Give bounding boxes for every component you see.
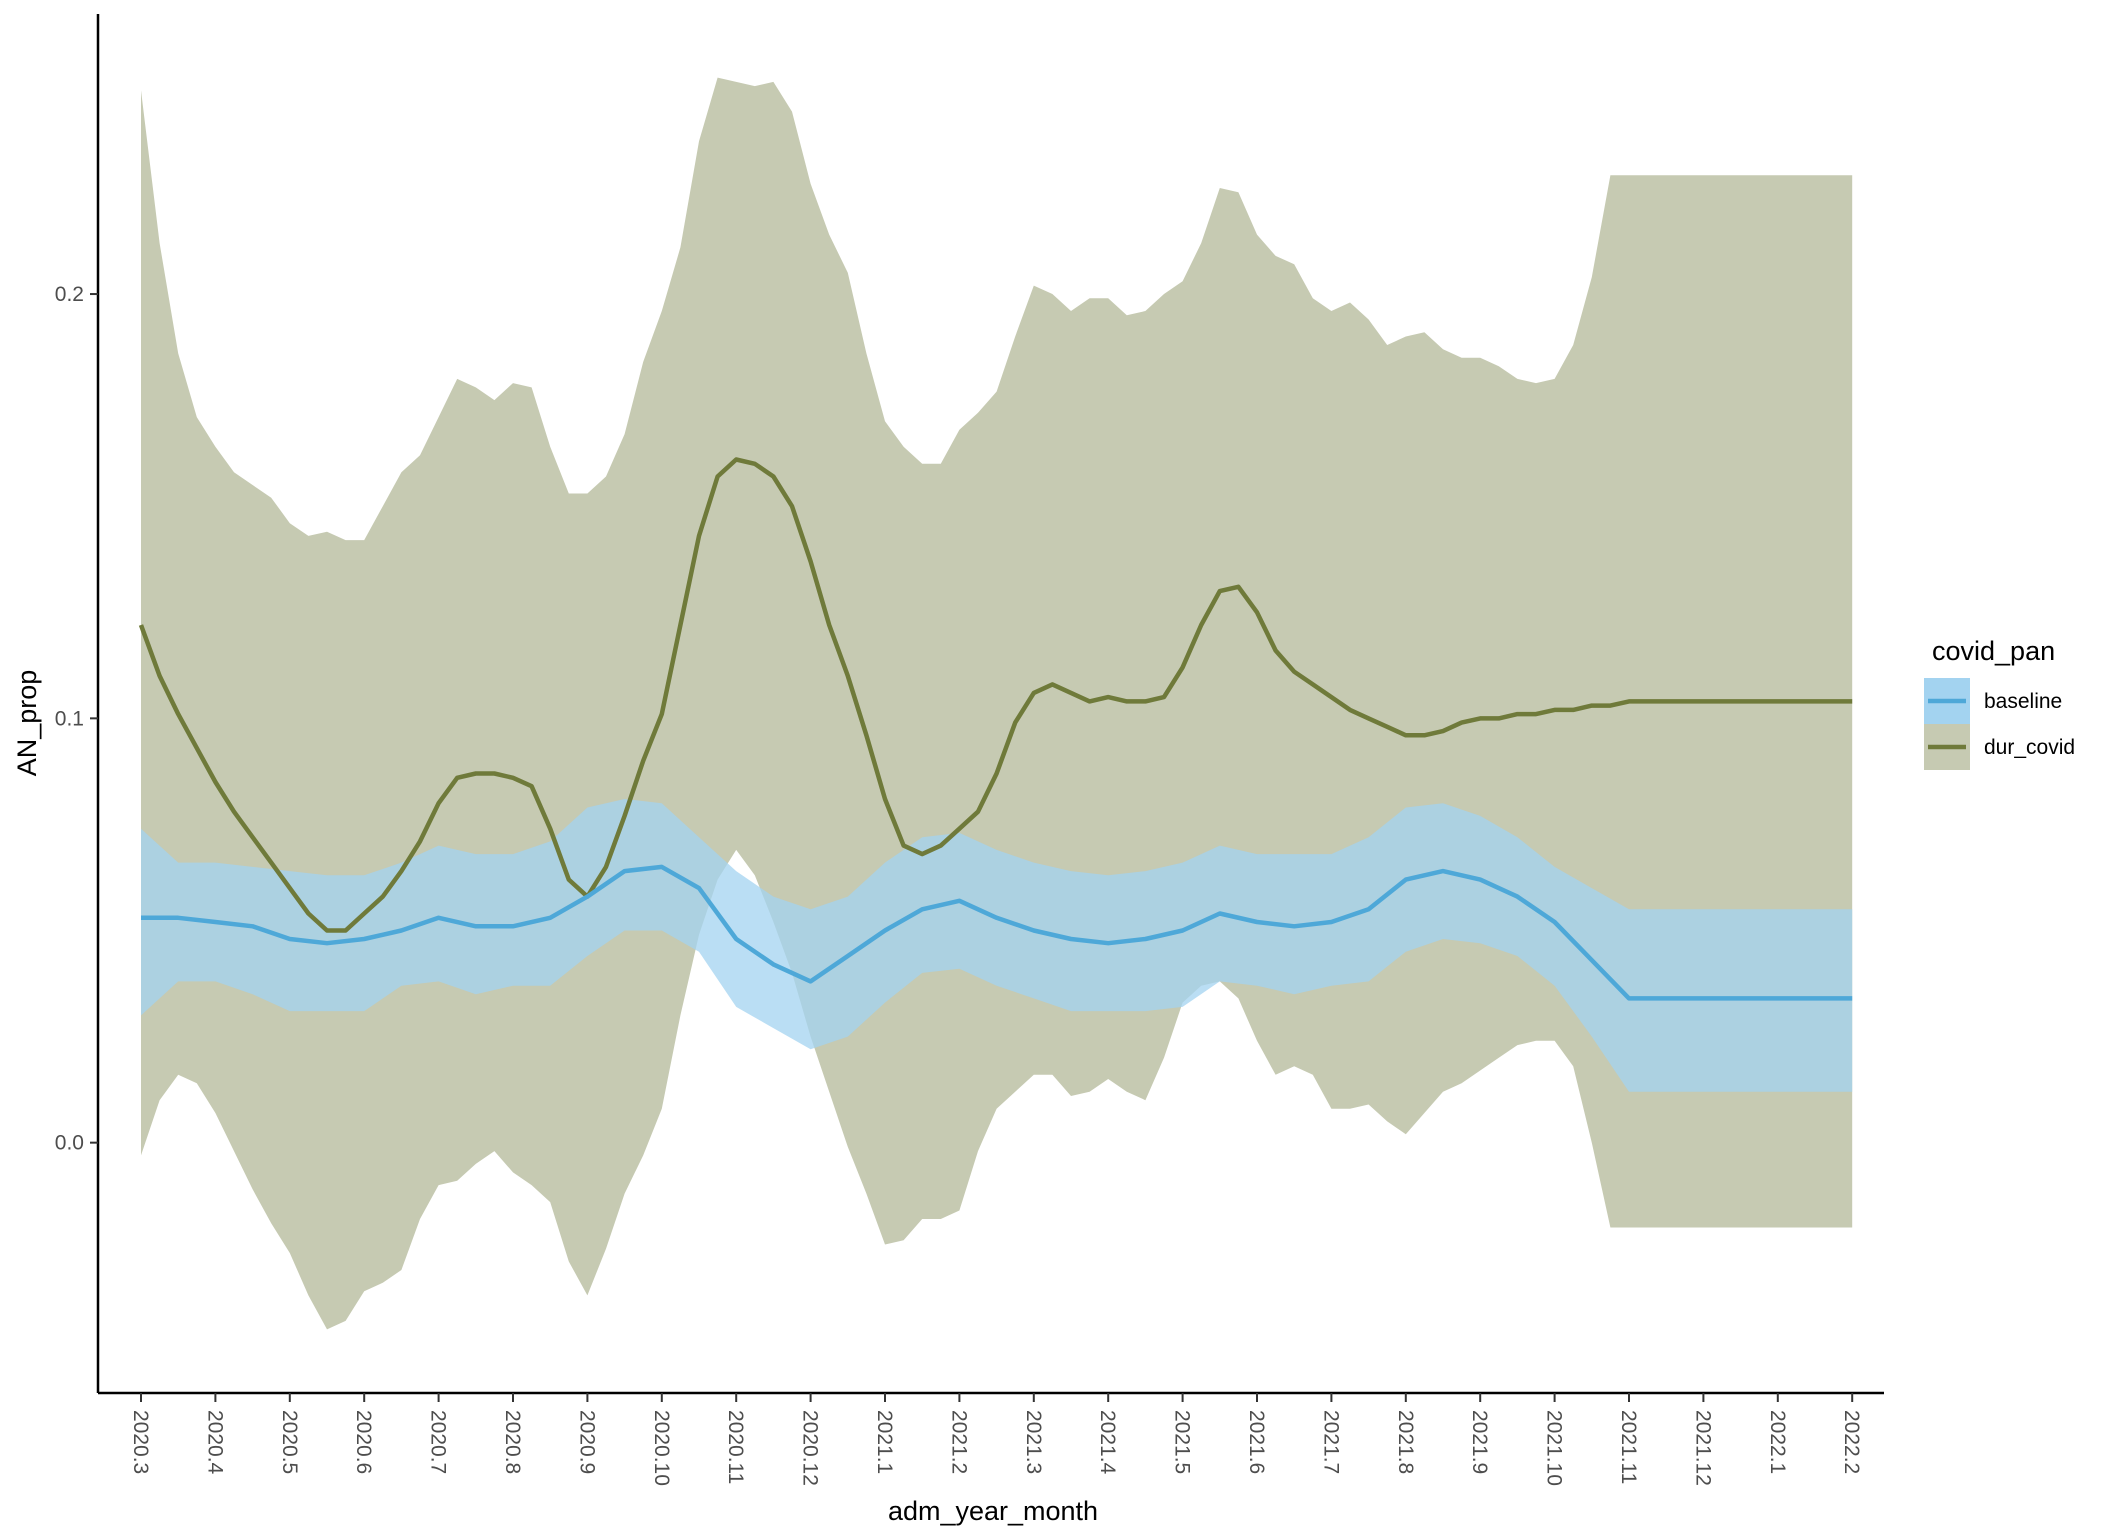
x-tick-label: 2022.1 [1766,1410,1789,1474]
x-tick-label: 2020.8 [501,1410,524,1474]
x-tick-label: 2021.10 [1543,1410,1566,1486]
x-axis-title: adm_year_month [888,1496,1098,1526]
x-tick-label: 2020.7 [427,1410,450,1474]
x-tick-label: 2020.4 [203,1410,226,1475]
x-tick-label: 2021.5 [1171,1410,1194,1474]
x-tick-label: 2020.12 [799,1410,822,1486]
x-tick-label: 2021.8 [1394,1410,1417,1474]
x-tick-label: 2021.12 [1691,1410,1714,1486]
axes: 0.0 0.1 0.2 2020.3 2020.4 2020.5 2020.6 2020.7 2… [55,14,1884,1486]
legend: covid_pan baseline dur_covid [1924,636,2075,770]
legend-label-baseline: baseline [1984,690,2062,713]
x-tick-label: 2021.2 [947,1410,970,1474]
confidence-bands [141,77,1853,1330]
series-lines [138,457,1853,1001]
y-axis-title: AN_prop [12,670,42,777]
y-tick-label: 0.0 [55,1132,84,1155]
x-tick-label: 2020.10 [650,1410,673,1486]
legend-title: covid_pan [1932,636,2055,666]
x-tick-label: 2021.4 [1096,1410,1119,1475]
legend-label-dur_covid: dur_covid [1984,736,2075,759]
y-tick-label: 0.2 [55,283,84,306]
y-tick-label: 0.1 [55,707,84,730]
band-baseline [141,799,1853,1092]
band-dur_covid [141,77,1853,1330]
x-tick-label: 2022.2 [1840,1410,1863,1474]
x-tick-label: 2020.3 [129,1410,152,1474]
x-tick-label: 2021.9 [1468,1410,1491,1474]
x-tick-label: 2021.1 [873,1410,896,1474]
line-dur_covid [138,457,1853,933]
x-tick-label: 2021.6 [1245,1410,1268,1474]
x-tick-label: 2020.9 [575,1410,598,1474]
x-tick-label: 2021.7 [1319,1410,1342,1474]
line-baseline [141,864,1853,1001]
x-tick-label: 2021.11 [1617,1410,1640,1484]
x-tick-label: 2020.5 [278,1410,301,1474]
x-tick-label: 2021.3 [1022,1410,1045,1474]
x-tick-label: 2020.6 [352,1410,375,1474]
x-tick-label: 2020.11 [724,1410,747,1484]
